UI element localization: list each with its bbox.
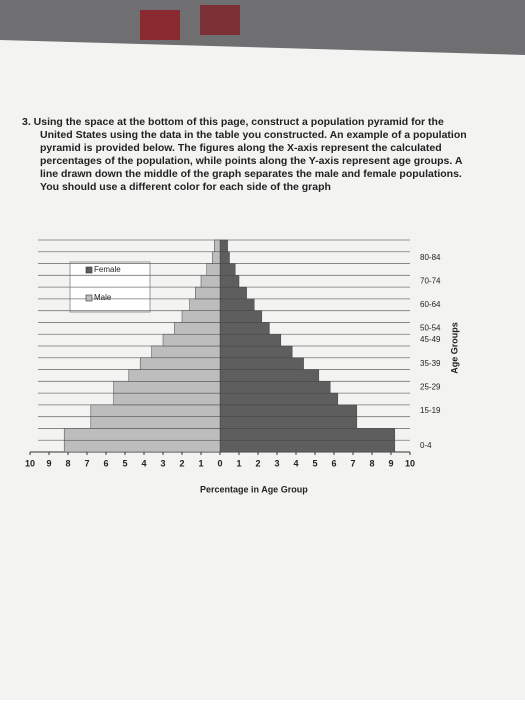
bar — [206, 263, 221, 276]
bar — [214, 239, 221, 253]
x-tick-label: 3 — [160, 458, 165, 468]
bar — [219, 251, 230, 264]
chair — [140, 10, 180, 40]
y-category-label: 15-19 — [420, 406, 441, 415]
y-category-label: 50-54 — [420, 323, 441, 332]
x-tick-label: 5 — [122, 458, 127, 468]
y-category-label: 60-64 — [420, 300, 441, 309]
legend-label: Female — [94, 265, 121, 274]
bar — [219, 298, 255, 311]
instruction-line: pyramid is provided below. The figures a… — [40, 142, 442, 154]
legend-label: Male — [94, 293, 112, 302]
x-tick-label: 3 — [274, 458, 279, 468]
x-tick-label: 2 — [179, 458, 184, 468]
chair — [200, 5, 240, 35]
instruction-line: 3. Using the space at the bottom of this… — [22, 116, 444, 128]
bar — [219, 404, 358, 417]
x-tick-label: 6 — [103, 458, 108, 468]
x-axis-title: Percentage in Age Group — [200, 484, 308, 494]
bar — [174, 322, 221, 335]
instruction-line: United States using the data in the tabl… — [40, 129, 467, 141]
bar — [63, 439, 221, 453]
bar — [219, 275, 240, 288]
legend-swatch — [85, 266, 93, 274]
bar — [219, 416, 358, 429]
bar — [219, 333, 282, 347]
x-tick-label: 1 — [236, 458, 241, 468]
y-category-label: 80-84 — [420, 253, 441, 262]
bar — [195, 286, 221, 300]
x-tick-label: 0 — [217, 458, 222, 468]
x-tick-label: 2 — [255, 458, 260, 468]
bar — [219, 357, 304, 370]
bar — [219, 345, 293, 359]
bar — [151, 345, 221, 359]
x-tick-label: 5 — [312, 458, 317, 468]
bar — [139, 357, 221, 370]
bar — [219, 310, 263, 323]
y-category-label: 45-49 — [420, 335, 441, 344]
x-tick-label: 4 — [141, 458, 146, 468]
x-tick-label: 4 — [293, 458, 298, 468]
bar — [212, 251, 221, 264]
bar — [219, 392, 339, 406]
y-category-label: 25-29 — [420, 382, 441, 391]
bar — [90, 404, 221, 417]
bar — [219, 286, 247, 300]
instruction-line: percentages of the population, while poi… — [40, 155, 463, 167]
x-tick-label: 10 — [405, 458, 415, 468]
x-tick-label: 9 — [46, 458, 51, 468]
bar — [128, 369, 221, 382]
bar — [63, 428, 221, 441]
bar — [181, 310, 221, 323]
x-tick-label: 9 — [388, 458, 393, 468]
y-category-label: 0-4 — [420, 441, 432, 450]
y-category-label: 35-39 — [420, 359, 441, 368]
bar — [219, 369, 320, 382]
bar — [219, 428, 396, 441]
y-category-label: 70-74 — [420, 276, 441, 285]
bar — [90, 416, 221, 429]
bar — [162, 333, 221, 347]
x-tick-label: 8 — [369, 458, 374, 468]
x-tick-label: 6 — [331, 458, 336, 468]
x-tick-label: 10 — [25, 458, 35, 468]
bar — [219, 239, 228, 253]
instructions: 3. Using the space at the bottom of this… — [22, 116, 467, 193]
x-tick-label: 7 — [84, 458, 89, 468]
bar — [113, 392, 221, 406]
instruction-line: line drawn down the middle of the graph … — [40, 168, 462, 180]
bar — [219, 263, 236, 276]
x-tick-label: 1 — [198, 458, 203, 468]
x-tick-label: 7 — [350, 458, 355, 468]
legend-swatch — [85, 294, 93, 302]
bar — [189, 298, 221, 311]
bar — [200, 275, 221, 288]
bar — [113, 381, 221, 394]
instruction-line: You should use a different color for eac… — [40, 181, 331, 193]
bar — [219, 439, 396, 453]
y-axis-title: Age Groups — [449, 322, 459, 374]
bar — [219, 322, 270, 335]
bar — [219, 381, 331, 394]
x-tick-label: 8 — [65, 458, 70, 468]
